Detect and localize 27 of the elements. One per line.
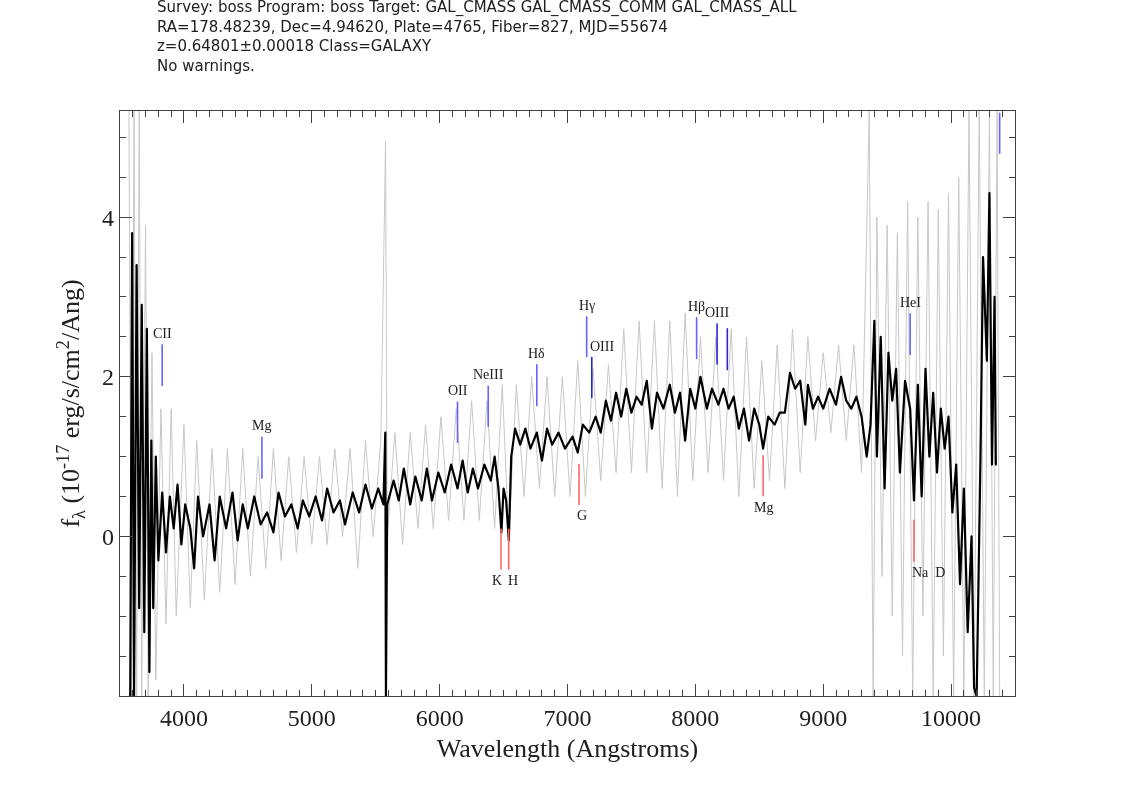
annotation: OIII [705,305,730,320]
annotation: CII [153,326,172,341]
y-tick-label: 2 [102,364,115,391]
annotation: Hδ [528,346,546,361]
x-tick-label: 10000 [921,704,982,731]
x-tick-label: 6000 [415,704,464,731]
annotation: G [577,508,588,523]
y-tick-label: 4 [102,204,115,231]
x-tick-label: 8000 [671,704,720,731]
annotation: OII [448,383,468,398]
annotation: NeIII [473,367,504,382]
annotation: Na D [912,565,946,580]
annotation: Mg [754,500,774,515]
annotation: Hγ [579,298,596,313]
annotation: Mg [252,418,272,433]
annotation: OIII [590,339,615,354]
annotation: HeI [900,295,922,310]
x-tick-label: 5000 [287,704,336,731]
annotation: K [492,573,503,588]
x-tick-label: 4000 [159,704,208,731]
x-axis-title: Wavelength (Angstroms) [436,733,699,763]
y-tick-label: 0 [102,523,115,550]
x-tick-label: 7000 [543,704,592,731]
annotation: Hβ [688,299,706,314]
chart-title: Survey: boss Program: boss Target: GAL_CMASS GAL_CMASS_COMM GAL_CMASS_ALL RA=178.48239, Dec=4.94620, Plate=4765, Fiber=827, MJD=55674 z=0.64801±0.00018 Class=GALAXY No warnings. [157,0,798,75]
x-tick-label: 9000 [799,704,848,731]
annotation: H [508,573,519,588]
